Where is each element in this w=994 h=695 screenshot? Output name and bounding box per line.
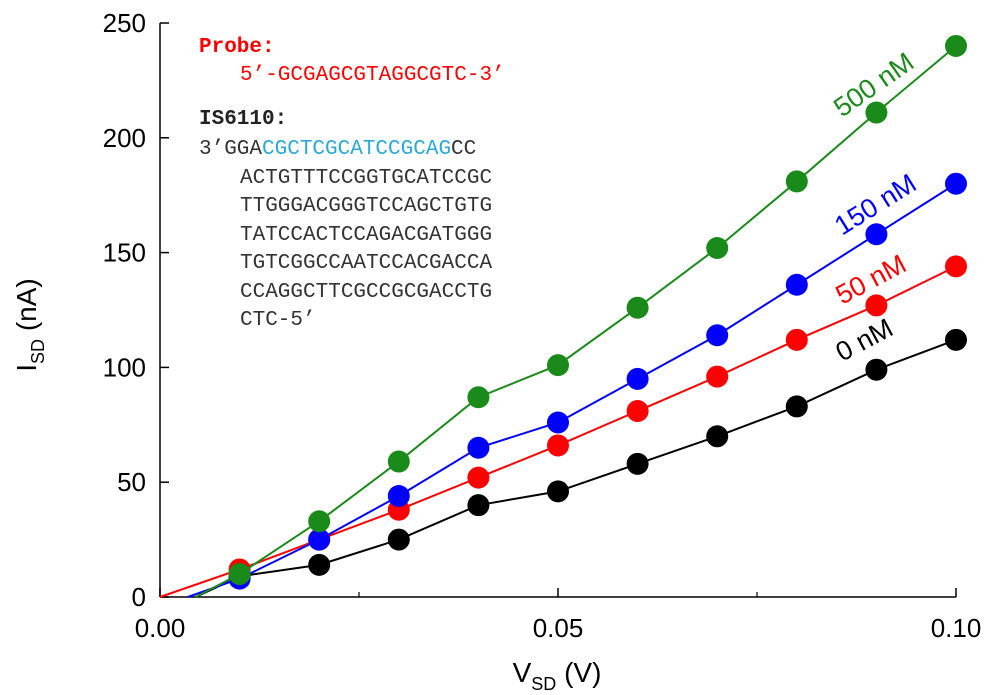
series-500-nm	[195, 34, 967, 598]
target-line-1: 3’GGACGCTCGCATCCGCAGCC	[199, 138, 476, 161]
data-point	[945, 255, 967, 278]
data-point	[228, 563, 251, 586]
data-point	[467, 436, 490, 459]
target-line-4: TATCCACTCCAGACGATGGG	[240, 224, 492, 247]
data-point	[308, 553, 331, 576]
data-point	[626, 296, 649, 319]
target-line-1-highlight: CGCTCGCATCCGCAG	[262, 138, 451, 161]
x-tick-label: 0.05	[533, 613, 584, 643]
data-point	[945, 172, 967, 195]
data-point	[547, 434, 569, 457]
target-line-3: TTGGGACGGGTCCAGCTGTG	[240, 195, 492, 218]
data-point	[467, 466, 490, 489]
y-tick-label: 0	[132, 582, 146, 612]
data-point	[706, 365, 729, 388]
axes: 0 50 100 150 200 250 0.00 0.05 0.10	[103, 8, 982, 643]
y-axis-title: ISD (nA)	[11, 278, 48, 371]
x-axis-title: VSD (V)	[513, 657, 602, 694]
target-line-5: TGTCGGCCAATCCACGACCA	[240, 252, 492, 275]
target-line-6: CCAGGCTTCGCCGCGACCTG	[240, 281, 492, 304]
series-150-nm	[187, 172, 967, 598]
data-point	[308, 528, 331, 551]
data-point	[865, 294, 888, 317]
data-point	[865, 101, 888, 124]
series-0-nm	[195, 328, 967, 598]
data-point	[785, 273, 808, 296]
data-point	[547, 480, 569, 503]
x-tick-label: 0.00	[135, 613, 186, 643]
data-point	[387, 528, 410, 551]
target-line-1-prefix: 3’GGA	[199, 138, 262, 161]
data-point	[626, 367, 649, 390]
y-tick-label: 200	[103, 123, 146, 153]
data-point	[626, 452, 649, 475]
target-line-1-suffix: CC	[451, 138, 476, 161]
data-point	[387, 484, 410, 507]
data-point	[945, 34, 967, 57]
data-point	[626, 400, 649, 423]
sequence-annotation: Probe: 5’-GCGAGCGTAGGCGTC-3’ IS6110: 3’G…	[199, 36, 505, 332]
series-line	[195, 338, 957, 598]
data-point	[865, 358, 888, 381]
data-point	[706, 324, 729, 347]
y-tick-label: 250	[103, 8, 146, 38]
data-point	[785, 170, 808, 193]
x-tick-label: 0.10	[931, 613, 982, 643]
y-tick-label: 150	[103, 238, 146, 268]
target-line-7: CTC-5’	[240, 309, 316, 332]
data-point	[865, 223, 888, 246]
data-point	[547, 411, 569, 434]
y-tick-label: 50	[117, 467, 146, 497]
y-tick-label: 100	[103, 352, 146, 382]
data-point	[785, 328, 808, 351]
data-point	[547, 354, 569, 377]
probe-sequence: 5’-GCGAGCGTAGGCGTC-3’	[240, 64, 505, 87]
target-line-2: ACTGTTTCCGGTGCATCCGC	[240, 167, 492, 190]
probe-title: Probe:	[199, 36, 275, 59]
target-title: IS6110:	[199, 108, 287, 131]
data-point	[387, 450, 410, 473]
data-point	[467, 494, 490, 517]
data-point	[785, 395, 808, 418]
data-point	[467, 386, 490, 409]
data-point	[706, 237, 729, 260]
data-point	[945, 328, 967, 351]
data-point	[308, 510, 331, 533]
data-point	[706, 425, 729, 448]
